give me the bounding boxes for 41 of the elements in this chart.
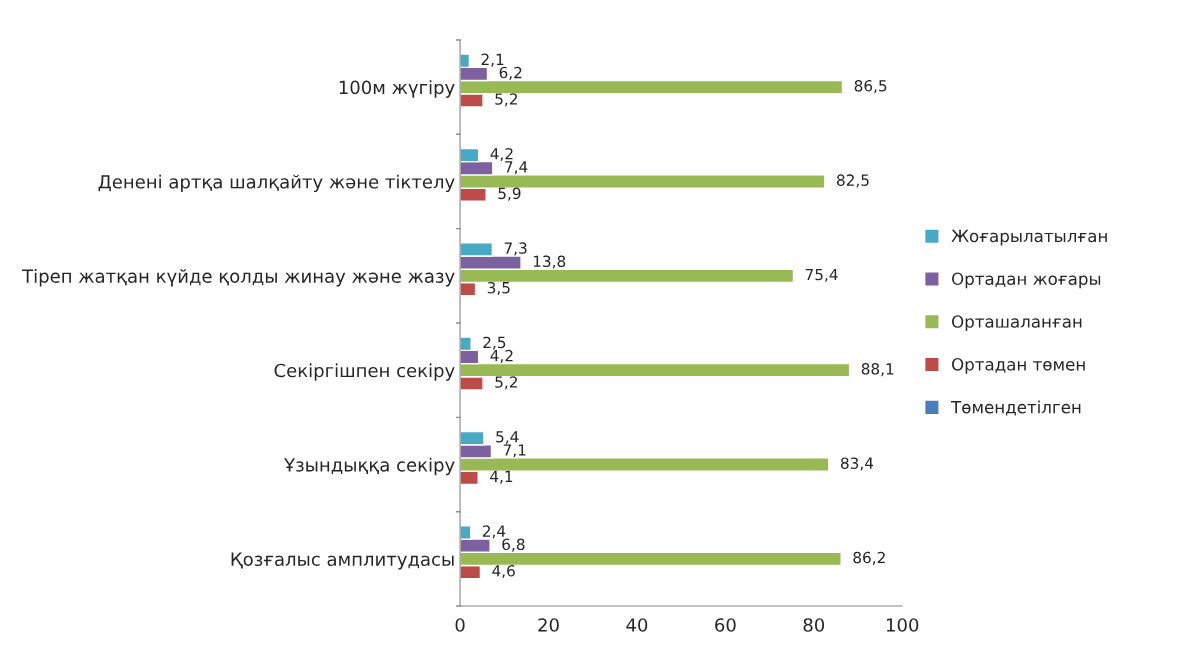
- x-tick-label: 60: [715, 618, 736, 632]
- legend-label: Ортадан төмен: [952, 358, 1085, 374]
- data-label: 4,2: [490, 349, 513, 363]
- data-label: 4,2: [490, 147, 513, 162]
- data-label: 5,2: [495, 376, 517, 390]
- y-tick-label: 100м жүгіру: [339, 80, 455, 98]
- data-label: 5,9: [498, 187, 521, 201]
- y-tick-label: Ұзындыққа секіру: [284, 457, 455, 476]
- data-label: 75,4: [805, 268, 838, 282]
- data-label: 86,2: [853, 551, 885, 565]
- data-label: 5,4: [496, 431, 519, 445]
- legend-label: Орташаланған: [952, 315, 1082, 332]
- x-tick-label: 20: [538, 618, 559, 632]
- data-label: 82,5: [837, 174, 869, 188]
- legend-label: Ортадан жоғары: [952, 272, 1101, 289]
- data-label: 13,8: [533, 255, 566, 269]
- data-label: 3,5: [487, 281, 510, 296]
- legend-label: Жоғарылатылған: [951, 229, 1107, 246]
- x-tick-label: 0: [455, 618, 465, 632]
- data-label: 86,5: [854, 80, 887, 94]
- data-label: 7,4: [505, 161, 528, 175]
- data-label: 7,1: [503, 444, 526, 458]
- data-label: 83,4: [840, 457, 874, 471]
- x-tick-label: 100: [886, 618, 919, 632]
- x-tick-label: 80: [803, 618, 825, 632]
- data-label: 5,2: [495, 93, 517, 107]
- data-label: 4,1: [490, 470, 513, 484]
- y-tick-label: Қозғалыс амплитудасы: [231, 552, 454, 570]
- data-label: 2,5: [483, 336, 506, 350]
- data-label: 6,8: [502, 538, 525, 552]
- y-tick-label: Денені артқа шалқайту және тіктелу: [98, 174, 455, 193]
- y-tick-label: Секіргішпен секіру: [274, 363, 455, 381]
- y-tick-label: Тіреп жатқан күйде қолды жинау және жазу: [22, 268, 455, 287]
- data-label: 4,6: [492, 564, 515, 579]
- data-label: 6,2: [499, 66, 522, 80]
- legend-label: Төмендетілген: [951, 400, 1081, 416]
- data-label: 88,1: [861, 363, 894, 377]
- data-label: 7,3: [504, 242, 527, 256]
- x-tick-label: 40: [626, 618, 648, 632]
- data-label: 2,1: [481, 53, 504, 67]
- data-label: 2,4: [482, 525, 506, 539]
